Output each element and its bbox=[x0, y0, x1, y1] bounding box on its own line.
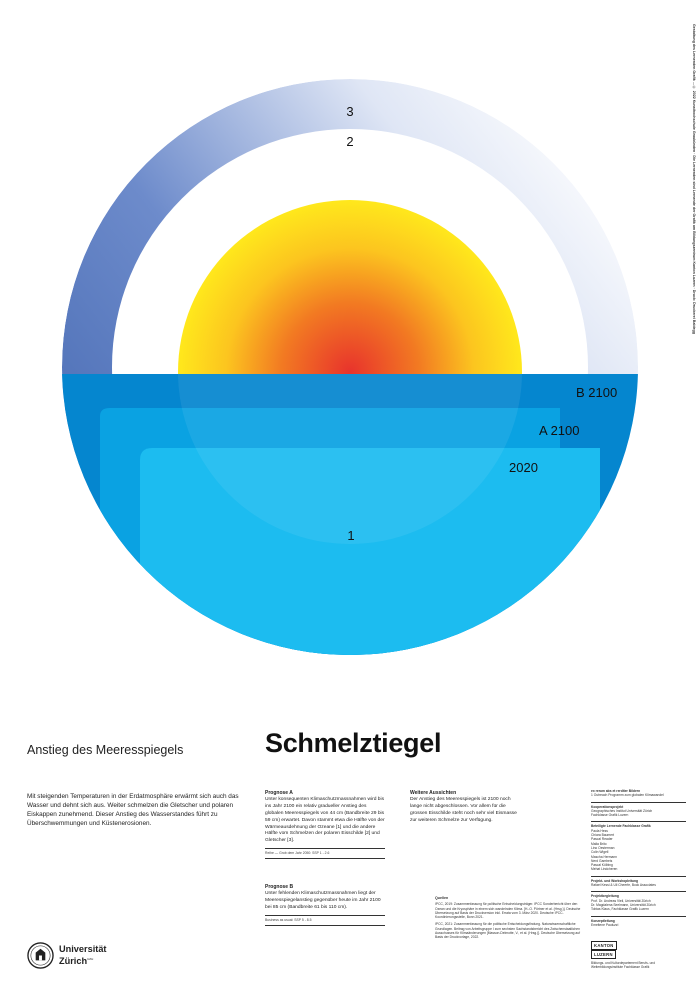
prognose-b-heading: Prognose B bbox=[265, 884, 294, 890]
credit-line: Chiara Baumert bbox=[591, 833, 615, 838]
credit-line: Mehat Lindcheren bbox=[591, 867, 618, 872]
credit-heading: Projekt- und Workshopleitung bbox=[591, 878, 639, 883]
divider bbox=[591, 821, 686, 823]
sun-reflection bbox=[178, 374, 522, 544]
kanton-caption: Bildungs- und Kulturdepartement Berufs- … bbox=[591, 961, 655, 969]
ring-label-2: 2 bbox=[346, 134, 353, 149]
credit-heading: Kooperationsprojekt bbox=[591, 804, 624, 809]
credit-line: Nerd Gambeis bbox=[591, 858, 613, 863]
divider bbox=[591, 915, 686, 917]
prognose-a-column: Prognose A Unter konsequenten Klimaschut… bbox=[265, 790, 385, 861]
divider bbox=[591, 891, 686, 893]
sources-block: Quellen IPCC, 2019: Zusammenfassung für … bbox=[435, 896, 585, 943]
credit-line: Lino Oesterman bbox=[591, 845, 615, 850]
kanton-word: KANTON bbox=[591, 941, 617, 950]
aussichten-heading: Weitere Aussichten bbox=[410, 790, 457, 796]
credit-line: Pascal Kölbing bbox=[591, 863, 613, 868]
divider bbox=[265, 914, 385, 916]
credit-line: Rafael Kessi & Uli Cheerfe, Bock Associa… bbox=[591, 883, 656, 888]
credit-block: ex rerum abs et rerditer Bildern 1 Outre… bbox=[591, 789, 686, 798]
prognose-b-text: Unter fehlenden Klimaschutzmassnahmen li… bbox=[265, 890, 381, 910]
ring-label-3: 3 bbox=[346, 104, 353, 119]
prognose-b-note: Business as usual: SSP 5 - 8.5 bbox=[265, 917, 312, 922]
credit-block: Projekt- und Workshopleitung Rafael Kess… bbox=[591, 879, 686, 888]
divider bbox=[591, 875, 686, 877]
credit-line: Pascal Reader bbox=[591, 837, 613, 842]
credit-heading: Beteiligte Lernende Fachklasse Grafik bbox=[591, 824, 651, 829]
credit-block: Projektbegleitung Prof. Dr. Andreas Viel… bbox=[591, 894, 686, 911]
sea-level-diagram: 3 2 B 2100 A 2100 2020 1 bbox=[62, 79, 638, 655]
credit-line: 1 Outreach Programm zum globalen Klimawa… bbox=[591, 793, 664, 798]
credit-line: Malia Brito bbox=[591, 841, 607, 846]
divider bbox=[265, 924, 385, 926]
level-label-a-2100: A 2100 bbox=[539, 423, 580, 438]
poster-title: Schmelztiegel bbox=[265, 728, 442, 758]
sources-heading: Quellen bbox=[435, 896, 449, 900]
credit-heading: Konzeptleitung bbox=[591, 918, 615, 923]
poster-subtitle: Anstieg des Meeresspiegels bbox=[27, 743, 184, 757]
credit-heading: Projektbegleitung bbox=[591, 894, 619, 899]
side-credit: Gestaltung des Lernenden Grafik ... © 20… bbox=[692, 24, 696, 334]
credit-line: Mascha Hermann bbox=[591, 854, 618, 859]
kanton-luzern-logo: KANTON LUZERN Bildungs- und Kulturdepart… bbox=[591, 941, 686, 969]
prognose-a-text: Unter konsequenten Klimaschutzmassnahmen… bbox=[265, 796, 385, 844]
divider bbox=[265, 858, 385, 860]
level-label-2020: 2020 bbox=[509, 460, 538, 475]
uzh-logo: Universität ZürichUZH bbox=[27, 942, 107, 969]
credit-heading: ex rerum abs et rerditer Bildern bbox=[591, 789, 641, 793]
credit-line: Fachklasse Grafik Luzern bbox=[591, 813, 629, 818]
uzh-name-line2: Zürich bbox=[59, 956, 88, 967]
aussichten-text: Der Anstieg des Meeresspiegels ist 2100 … bbox=[410, 796, 517, 823]
credit-line: Dr. Magdalena Seelmann, Universität Züri… bbox=[591, 902, 656, 907]
water-label-1: 1 bbox=[347, 528, 354, 543]
credit-line: Geographisches Institut Universität Züri… bbox=[591, 808, 653, 813]
divider bbox=[265, 848, 385, 850]
level-label-b-2100: B 2100 bbox=[576, 385, 617, 400]
source-item: IPCC, 2021: Zusammenfassung für die poli… bbox=[435, 922, 581, 940]
uzh-seal-icon bbox=[27, 942, 54, 969]
credit-line: Prof. Dr. Andreas Vieli, Universität Zür… bbox=[591, 898, 651, 903]
credit-line: Tobias Klaus, Fachklasse Grafik Luzern bbox=[591, 907, 649, 912]
prognose-b-column: Prognose B Unter fehlenden Klimaschutzma… bbox=[265, 884, 385, 928]
prognose-a-heading: Prognose A bbox=[265, 790, 293, 796]
source-item: IPCC, 2019: Zusammenfassung für politisc… bbox=[435, 902, 581, 920]
uzh-name-line1: Universität bbox=[59, 943, 107, 954]
credit-block: Konzeptleitung Emeltene Pauluzzi bbox=[591, 919, 686, 928]
divider bbox=[591, 801, 686, 803]
prognose-a-note: Reihe — Grob dem Jahr 2050: SSP 1 - 2.6 bbox=[265, 851, 330, 856]
credit-line: Emeltene Pauluzzi bbox=[591, 922, 619, 927]
aussichten-column: Weitere Aussichten Der Anstieg des Meere… bbox=[410, 790, 522, 825]
uzh-mark: UZH bbox=[87, 957, 94, 962]
luzern-word: LUZERN bbox=[591, 950, 616, 959]
credits-block: ex rerum abs et rerditer Bildern 1 Outre… bbox=[591, 789, 686, 931]
credit-block: Beteiligte Lernende Fachklasse Grafik Pa… bbox=[591, 824, 686, 871]
credit-line: Colin Wigell bbox=[591, 850, 609, 855]
intro-text: Mit steigenden Temperaturen in der Erdat… bbox=[27, 793, 239, 827]
credit-line: Paula Hess bbox=[591, 828, 608, 833]
credit-block: Kooperationsprojekt Geographisches Insti… bbox=[591, 805, 686, 818]
